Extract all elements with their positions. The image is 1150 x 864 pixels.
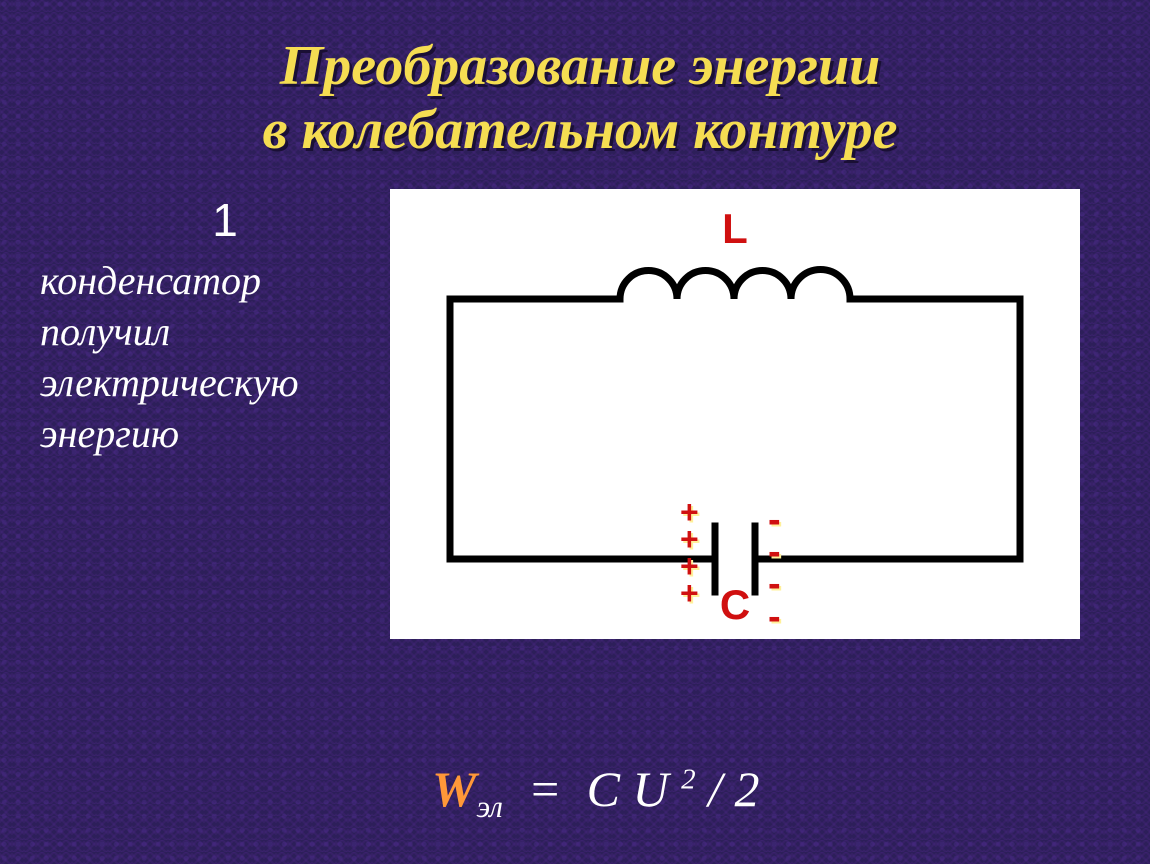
circuit-diagram: L C ++++ ---- — [390, 189, 1080, 639]
formula-eq: = — [528, 761, 562, 817]
formula-W: W — [432, 761, 476, 817]
capacitor-minus-charges: ---- — [768, 504, 779, 633]
title-line-1: Преобразование энергии — [280, 35, 881, 97]
capacitor-label: C — [720, 581, 750, 629]
slide-title: Преобразование энергии в колебательном к… — [0, 0, 1150, 173]
formula-sub: эл — [476, 789, 502, 824]
title-line-2: в колебательном контуре — [262, 99, 897, 161]
formula-exp: 2 — [681, 763, 696, 795]
circuit-svg — [390, 189, 1080, 639]
step-number: 1 — [80, 193, 370, 247]
inductor-label: L — [722, 205, 748, 253]
energy-formula: Wэл = C U 2 / 2 — [432, 760, 760, 825]
step-caption: конденсатор получил электрическую энерги… — [40, 255, 370, 460]
content-row: 1 конденсатор получил электрическую энер… — [0, 173, 1150, 639]
formula-div: / 2 — [708, 761, 759, 817]
formula-U: U — [633, 761, 669, 817]
diagram-container: L C ++++ ---- — [370, 183, 1110, 639]
left-caption-block: 1 конденсатор получил электрическую энер… — [30, 183, 370, 639]
capacitor-plus-charges: ++++ — [680, 499, 697, 608]
formula-C: C — [587, 761, 620, 817]
